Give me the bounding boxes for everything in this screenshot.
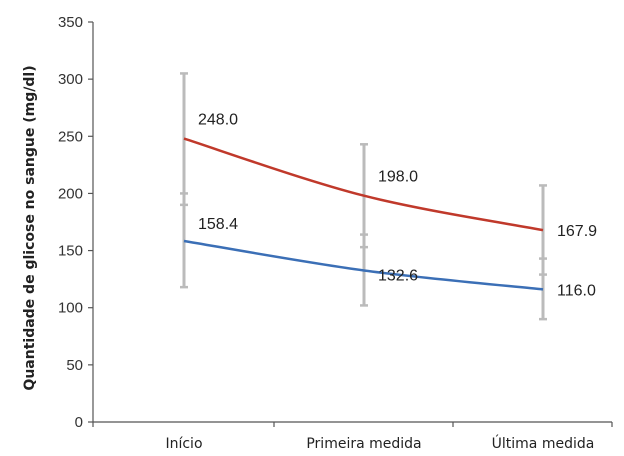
y-tick-label: 0 (75, 414, 83, 431)
data-label: 158.4 (198, 216, 238, 233)
series-lines (183, 137, 544, 291)
y-axis: 0 50 100 150 200 250 300 350 (58, 14, 94, 431)
y-tick-label: 250 (58, 128, 83, 145)
x-tick-label: Primeira medida (306, 436, 421, 452)
y-tick-label: 350 (58, 14, 83, 31)
data-label: 198.0 (378, 169, 418, 186)
y-tick-label: 200 (58, 185, 83, 202)
data-label: 248.0 (198, 112, 238, 129)
y-tick-label: 150 (58, 243, 83, 260)
data-label: 167.9 (557, 223, 597, 240)
y-tick-label: 100 (58, 300, 83, 317)
y-tick-label: 50 (66, 357, 83, 374)
y-axis-label: Quantidade de glicose no sangue (mg/dl) (22, 65, 38, 390)
data-labels: 248.0 198.0 167.9 158.4 132.6 116.0 (198, 112, 597, 300)
x-axis: Início Primeira medida Última medida (92, 421, 613, 452)
x-tick-label: Última medida (492, 434, 595, 452)
data-label: 116.0 (557, 282, 596, 299)
data-label: 132.6 (378, 267, 418, 284)
y-tick-label: 300 (58, 71, 83, 88)
x-tick-label: Início (165, 436, 202, 452)
